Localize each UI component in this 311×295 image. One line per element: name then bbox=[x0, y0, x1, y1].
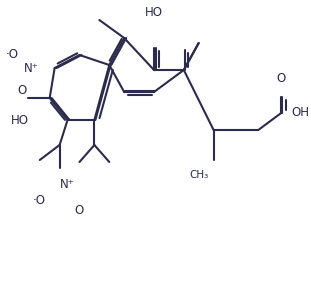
Text: O: O bbox=[17, 83, 26, 96]
Text: OH: OH bbox=[291, 106, 309, 119]
Text: HO: HO bbox=[145, 6, 163, 19]
Text: O: O bbox=[75, 204, 84, 217]
Text: CH₃: CH₃ bbox=[189, 170, 208, 180]
Text: ·O: ·O bbox=[5, 48, 18, 61]
Text: O: O bbox=[276, 73, 286, 86]
Text: HO: HO bbox=[11, 114, 29, 127]
Text: N⁺: N⁺ bbox=[60, 178, 75, 191]
Text: ·O: ·O bbox=[33, 194, 46, 206]
Text: N⁺: N⁺ bbox=[24, 61, 39, 75]
